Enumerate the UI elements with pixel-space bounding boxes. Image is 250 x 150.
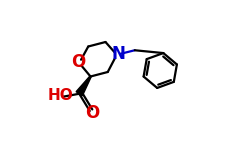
Text: O: O xyxy=(71,53,85,71)
Text: N: N xyxy=(111,45,125,63)
Polygon shape xyxy=(76,76,91,96)
Text: HO: HO xyxy=(47,88,73,104)
Text: O: O xyxy=(86,103,100,122)
